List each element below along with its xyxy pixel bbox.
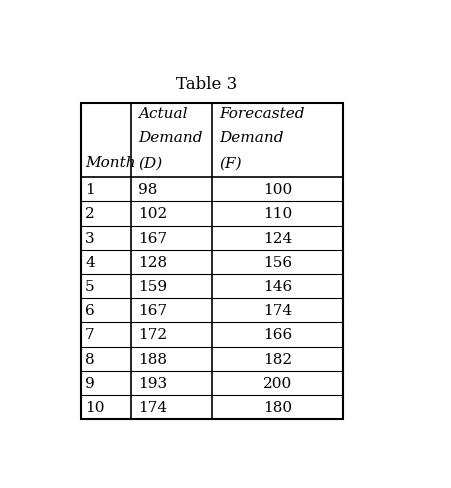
Text: 174: 174 [138,400,167,414]
Text: Table 3: Table 3 [176,76,237,92]
Text: 174: 174 [263,304,292,318]
Text: 8: 8 [85,352,95,366]
Text: 180: 180 [263,400,292,414]
Text: 167: 167 [138,231,167,245]
Text: 4: 4 [85,255,95,269]
Text: Forecasted: Forecasted [220,107,305,121]
Text: Actual: Actual [138,107,188,121]
Text: 2: 2 [85,207,95,221]
Text: Demand: Demand [220,131,284,145]
Text: 146: 146 [263,280,292,293]
Text: (D): (D) [138,156,163,170]
Text: 6: 6 [85,304,95,318]
Text: 1: 1 [85,183,95,197]
Text: 156: 156 [263,255,292,269]
Text: 188: 188 [138,352,167,366]
Text: 7: 7 [85,328,95,342]
Text: Demand: Demand [138,131,203,145]
Text: 172: 172 [138,328,167,342]
Text: 200: 200 [263,376,292,390]
Text: 110: 110 [263,207,292,221]
Text: 9: 9 [85,376,95,390]
Text: 193: 193 [138,376,167,390]
Text: 102: 102 [138,207,168,221]
Text: 10: 10 [85,400,105,414]
Text: 182: 182 [263,352,292,366]
Text: 128: 128 [138,255,167,269]
Text: 3: 3 [85,231,95,245]
Text: 166: 166 [263,328,292,342]
Text: 98: 98 [138,183,158,197]
Text: 159: 159 [138,280,167,293]
Text: Month: Month [85,156,136,170]
Text: (F): (F) [220,156,242,170]
Text: 100: 100 [263,183,292,197]
Text: 124: 124 [263,231,292,245]
Text: 5: 5 [85,280,95,293]
Text: 167: 167 [138,304,167,318]
